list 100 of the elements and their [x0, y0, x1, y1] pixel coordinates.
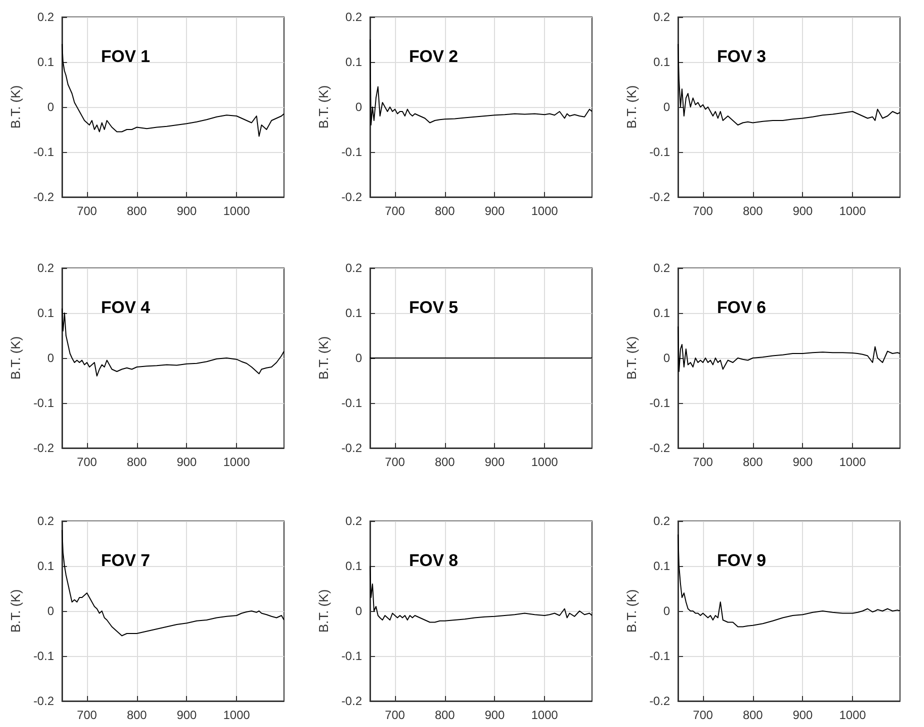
x-tick-label: 700: [384, 708, 406, 722]
text: FOV 6: [717, 298, 766, 317]
y-tick-label: 0.1: [653, 55, 670, 69]
x-tick-label: 900: [792, 204, 814, 218]
line-series: [370, 566, 592, 623]
line-series: [678, 534, 900, 628]
y-tick-label: 0: [47, 351, 54, 365]
x-tick-label: 800: [126, 455, 148, 469]
y-tick-label: 0: [355, 351, 362, 365]
y-tick-label: 0.1: [653, 559, 670, 573]
y-tick-label: 0.2: [345, 261, 362, 275]
x-tick-label: 700: [76, 204, 98, 218]
x-tick-label: 1000: [531, 455, 558, 469]
text: FOV 5: [409, 298, 458, 317]
text: FOV 8: [409, 551, 458, 570]
x-tick-label: 900: [484, 708, 506, 722]
x-tick-label: 1000: [839, 708, 866, 722]
y-tick-label: 0.2: [653, 514, 670, 528]
text: FOV 9: [717, 551, 766, 570]
y-tick-label: 0.2: [37, 261, 54, 275]
y-tick-label: -0.1: [649, 649, 670, 663]
x-tick-label: 800: [742, 204, 764, 218]
x-tick-label: 1000: [223, 455, 250, 469]
y-axis-title: B.T. (K): [316, 85, 331, 129]
x-tick-label: 700: [76, 455, 98, 469]
y-tick-label: -0.2: [341, 190, 362, 204]
y-tick-label: 0: [663, 100, 670, 114]
text: FOV 1: [101, 47, 150, 66]
x-tick-label: 900: [484, 204, 506, 218]
y-tick-label: 0.1: [37, 55, 54, 69]
x-tick-label: 900: [484, 455, 506, 469]
y-tick-label: -0.1: [33, 396, 54, 410]
y-axis-title: B.T. (K): [624, 85, 639, 129]
x-tick-label: 700: [384, 204, 406, 218]
x-tick-label: 700: [76, 708, 98, 722]
y-tick-label: 0.1: [37, 559, 54, 573]
y-axis-title: B.T. (K): [624, 336, 639, 380]
y-tick-label: -0.2: [33, 441, 54, 455]
x-tick-label: 900: [176, 708, 198, 722]
x-tick-label: 800: [434, 455, 456, 469]
text: FOV 2: [409, 47, 458, 66]
x-tick-label: 700: [692, 708, 714, 722]
y-tick-label: 0.1: [345, 306, 362, 320]
y-tick-label: 0.1: [653, 306, 670, 320]
y-tick-label: -0.2: [649, 190, 670, 204]
x-tick-label: 700: [384, 455, 406, 469]
y-tick-label: 0.2: [653, 261, 670, 275]
x-tick-label: 700: [692, 455, 714, 469]
y-tick-label: 0: [47, 100, 54, 114]
x-tick-label: 900: [176, 204, 198, 218]
x-tick-label: 800: [126, 708, 148, 722]
x-tick-label: 1000: [839, 204, 866, 218]
text: FOV 7: [101, 551, 150, 570]
y-tick-label: 0.2: [345, 10, 362, 24]
y-tick-label: 0.2: [345, 514, 362, 528]
x-tick-label: 800: [434, 708, 456, 722]
x-tick-label: 800: [742, 455, 764, 469]
line-series: [62, 44, 284, 137]
y-tick-label: 0: [355, 604, 362, 618]
y-tick-label: -0.2: [341, 441, 362, 455]
y-tick-label: -0.2: [341, 694, 362, 708]
y-tick-label: -0.2: [33, 694, 54, 708]
y-tick-label: 0: [663, 604, 670, 618]
x-tick-label: 700: [692, 204, 714, 218]
line-series: [678, 326, 900, 372]
y-tick-label: 0.2: [37, 514, 54, 528]
x-tick-label: 800: [434, 204, 456, 218]
y-tick-label: 0.1: [345, 55, 362, 69]
x-tick-label: 900: [792, 708, 814, 722]
y-tick-label: 0: [355, 100, 362, 114]
y-tick-label: 0.1: [37, 306, 54, 320]
x-tick-label: 1000: [839, 455, 866, 469]
y-tick-label: -0.2: [649, 441, 670, 455]
y-tick-label: 0: [47, 604, 54, 618]
x-tick-label: 1000: [531, 204, 558, 218]
y-tick-label: -0.1: [341, 145, 362, 159]
line-series: [678, 44, 900, 126]
text: FOV 4: [101, 298, 151, 317]
y-axis-title: B.T. (K): [8, 85, 23, 129]
x-tick-label: 800: [742, 708, 764, 722]
y-tick-label: -0.2: [649, 694, 670, 708]
line-series: [62, 530, 284, 636]
y-axis-title: B.T. (K): [316, 589, 331, 633]
y-tick-label: -0.1: [649, 396, 670, 410]
y-tick-label: 0.2: [37, 10, 54, 24]
x-tick-label: 800: [126, 204, 148, 218]
y-tick-label: -0.1: [341, 396, 362, 410]
y-tick-label: -0.1: [33, 649, 54, 663]
x-tick-label: 900: [176, 455, 198, 469]
x-tick-label: 1000: [223, 708, 250, 722]
y-tick-label: -0.1: [341, 649, 362, 663]
y-axis-title: B.T. (K): [316, 336, 331, 380]
y-tick-label: 0: [663, 351, 670, 365]
x-tick-label: 900: [792, 455, 814, 469]
text: FOV 3: [717, 47, 766, 66]
y-tick-label: 0.2: [653, 10, 670, 24]
y-tick-label: 0.1: [345, 559, 362, 573]
y-axis-title: B.T. (K): [8, 336, 23, 380]
x-tick-label: 1000: [531, 708, 558, 722]
y-axis-title: B.T. (K): [624, 589, 639, 633]
